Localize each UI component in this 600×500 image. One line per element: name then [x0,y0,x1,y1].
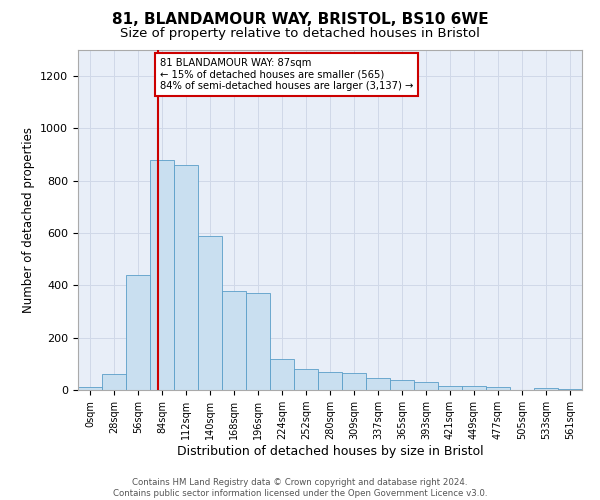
Bar [486,387,510,390]
Text: 81, BLANDAMOUR WAY, BRISTOL, BS10 6WE: 81, BLANDAMOUR WAY, BRISTOL, BS10 6WE [112,12,488,28]
Bar [366,378,390,390]
Bar [534,388,558,390]
Bar [390,380,414,390]
Bar [462,386,486,390]
Bar [174,165,198,390]
Bar [246,293,270,390]
Bar [318,372,342,390]
Bar [294,369,318,390]
Bar [102,374,126,390]
Bar [414,382,438,390]
Y-axis label: Number of detached properties: Number of detached properties [22,127,35,313]
Bar [78,388,102,390]
Text: 81 BLANDAMOUR WAY: 87sqm
← 15% of detached houses are smaller (565)
84% of semi-: 81 BLANDAMOUR WAY: 87sqm ← 15% of detach… [160,58,413,91]
Bar [150,160,174,390]
Bar [270,358,294,390]
Bar [342,373,366,390]
Text: Contains HM Land Registry data © Crown copyright and database right 2024.
Contai: Contains HM Land Registry data © Crown c… [113,478,487,498]
Bar [222,290,246,390]
Bar [198,236,222,390]
X-axis label: Distribution of detached houses by size in Bristol: Distribution of detached houses by size … [176,445,484,458]
Bar [438,386,462,390]
Text: Size of property relative to detached houses in Bristol: Size of property relative to detached ho… [120,28,480,40]
Bar [126,275,150,390]
